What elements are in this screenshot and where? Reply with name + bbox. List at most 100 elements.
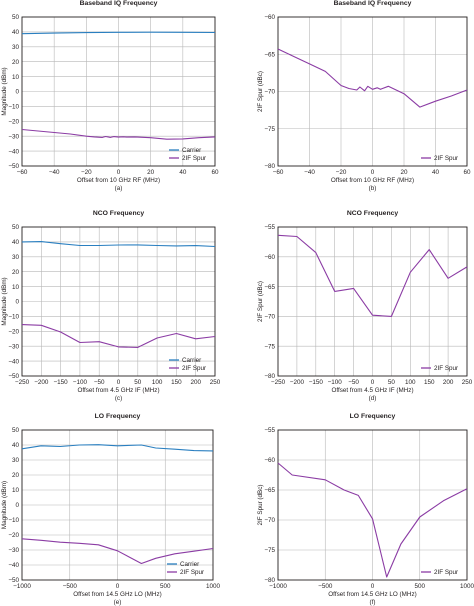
x-tick-label: −250 bbox=[15, 379, 30, 386]
y-tick-label: 30 bbox=[12, 254, 20, 261]
x-tick-label: 20 bbox=[400, 169, 408, 176]
x-tick-label: 250 bbox=[210, 379, 221, 386]
y-tick-label: −60 bbox=[264, 254, 275, 261]
chart-title: LO Frequency bbox=[350, 413, 396, 420]
x-tick-label: −250 bbox=[271, 379, 286, 386]
x-tick-label: 0 bbox=[371, 169, 375, 176]
x-tick-label: 1000 bbox=[206, 583, 221, 590]
chart-title: NCO Frequency bbox=[93, 210, 145, 217]
y-tick-label: 20 bbox=[12, 472, 20, 479]
chart-panel-f: −1000 −500 0 500 1000 −80 −75 −70 −65 −60 −55 LO Fr… bbox=[257, 413, 474, 606]
chart-title: Baseband IQ Frequency bbox=[80, 0, 158, 7]
x-tick-label: 200 bbox=[190, 379, 201, 386]
x-tick-label: 60 bbox=[211, 169, 219, 176]
y-tick-label: −80 bbox=[264, 373, 275, 380]
legend-label: 2IF Spur bbox=[180, 569, 204, 576]
y-axis-label: 2IF Spur (dBc) bbox=[257, 485, 264, 526]
plot-frame bbox=[21, 226, 216, 377]
plot-frame bbox=[21, 16, 216, 167]
figure-caption: (d) bbox=[369, 395, 377, 402]
x-tick-label: 0 bbox=[117, 379, 121, 386]
x-axis-label: Offset from 4.5 GHz IF (MHz) bbox=[77, 387, 159, 394]
y-tick-label: −75 bbox=[264, 547, 275, 554]
x-tick-label: −50 bbox=[94, 379, 105, 386]
y-tick-label: −20 bbox=[8, 119, 19, 126]
x-tick-label: −40 bbox=[49, 169, 60, 176]
x-tick-label: −150 bbox=[54, 379, 69, 386]
x-tick-label: 50 bbox=[134, 379, 142, 386]
x-tick-label: −1000 bbox=[269, 583, 287, 590]
figure-caption: (f) bbox=[370, 599, 376, 606]
y-axis-label: Magnitude (dBm) bbox=[1, 481, 8, 529]
x-tick-label: 50 bbox=[388, 379, 396, 386]
plot-frame bbox=[277, 226, 468, 377]
figure-caption: (b) bbox=[369, 185, 377, 192]
x-tick-label: −100 bbox=[73, 379, 88, 386]
y-tick-label: 50 bbox=[12, 224, 20, 231]
y-tick-label: 10 bbox=[12, 487, 20, 494]
x-tick-label: 100 bbox=[152, 379, 163, 386]
figure-caption: (c) bbox=[115, 395, 122, 402]
x-tick-label: 100 bbox=[405, 379, 416, 386]
legend-label: 2IF Spur bbox=[182, 365, 206, 372]
y-tick-label: −55 bbox=[264, 224, 275, 231]
x-axis-label: Offset from 14.5 GHz LO (MHz) bbox=[73, 591, 161, 598]
legend-label: Carrier bbox=[182, 147, 201, 154]
series-line-2if-spur bbox=[277, 234, 468, 317]
plot-frame bbox=[277, 16, 468, 167]
y-tick-label: −55 bbox=[264, 427, 275, 434]
x-tick-label: 150 bbox=[424, 379, 435, 386]
y-tick-label: −30 bbox=[8, 343, 19, 350]
x-tick-label: 500 bbox=[414, 583, 425, 590]
y-tick-label: −80 bbox=[264, 577, 275, 584]
y-tick-label: 0 bbox=[15, 299, 19, 306]
series-line-2if-spur bbox=[21, 128, 216, 140]
legend-label: 2IF Spur bbox=[434, 155, 458, 162]
y-tick-label: −30 bbox=[8, 133, 19, 140]
x-tick-label: −60 bbox=[17, 169, 28, 176]
x-tick-label: 0 bbox=[371, 379, 375, 386]
chart-title: NCO Frequency bbox=[347, 210, 399, 217]
y-tick-label: 30 bbox=[12, 44, 20, 51]
x-tick-label: 40 bbox=[432, 169, 440, 176]
y-tick-label: −75 bbox=[264, 343, 275, 350]
y-tick-label: −50 bbox=[8, 163, 19, 170]
y-tick-label: −40 bbox=[8, 148, 19, 155]
x-axis-label: Offset from 14.5 GHz LO (MHz) bbox=[328, 591, 416, 598]
y-tick-label: 10 bbox=[12, 74, 20, 81]
y-tick-label: 20 bbox=[12, 59, 20, 66]
legend-label: Carrier bbox=[182, 357, 201, 364]
series-line-2if-spur bbox=[277, 48, 468, 108]
y-tick-label: −10 bbox=[8, 517, 19, 524]
x-tick-label: 60 bbox=[463, 169, 471, 176]
y-tick-label: 50 bbox=[12, 427, 20, 434]
y-tick-label: 40 bbox=[12, 442, 20, 449]
x-tick-label: −50 bbox=[348, 379, 359, 386]
y-tick-label: −60 bbox=[264, 457, 275, 464]
y-tick-label: −10 bbox=[8, 104, 19, 111]
x-tick-label: 0 bbox=[371, 583, 375, 590]
x-axis-label: Offset from 10 GHz RF (MHz) bbox=[77, 177, 160, 184]
y-tick-label: −70 bbox=[264, 517, 275, 524]
x-tick-label: −60 bbox=[273, 169, 284, 176]
series-line-carrier bbox=[21, 31, 216, 35]
series-line-carrier bbox=[21, 241, 216, 248]
chart-title: LO Frequency bbox=[95, 413, 141, 420]
x-tick-label: 40 bbox=[179, 169, 187, 176]
y-tick-label: −60 bbox=[264, 14, 275, 21]
y-axis-label: Magnitude (dBm) bbox=[1, 277, 8, 325]
chart-panel-c: −250 −200 −150 −100 −50 0 50 100 150 200 250−50−40… bbox=[1, 210, 221, 402]
x-tick-label: −150 bbox=[309, 379, 324, 386]
y-tick-label: −20 bbox=[8, 532, 19, 539]
y-tick-label: −80 bbox=[264, 163, 275, 170]
legend-label: 2IF Spur bbox=[434, 365, 458, 372]
x-axis-label: Offset from 4.5 GHz IF (MHz) bbox=[331, 387, 413, 394]
figure-caption: (a) bbox=[115, 185, 123, 192]
x-tick-label: −200 bbox=[290, 379, 305, 386]
y-tick-label: 40 bbox=[12, 239, 20, 246]
y-tick-label: 30 bbox=[12, 457, 20, 464]
y-tick-label: 0 bbox=[15, 502, 19, 509]
y-tick-label: −65 bbox=[264, 51, 275, 58]
y-tick-label: −40 bbox=[8, 358, 19, 365]
